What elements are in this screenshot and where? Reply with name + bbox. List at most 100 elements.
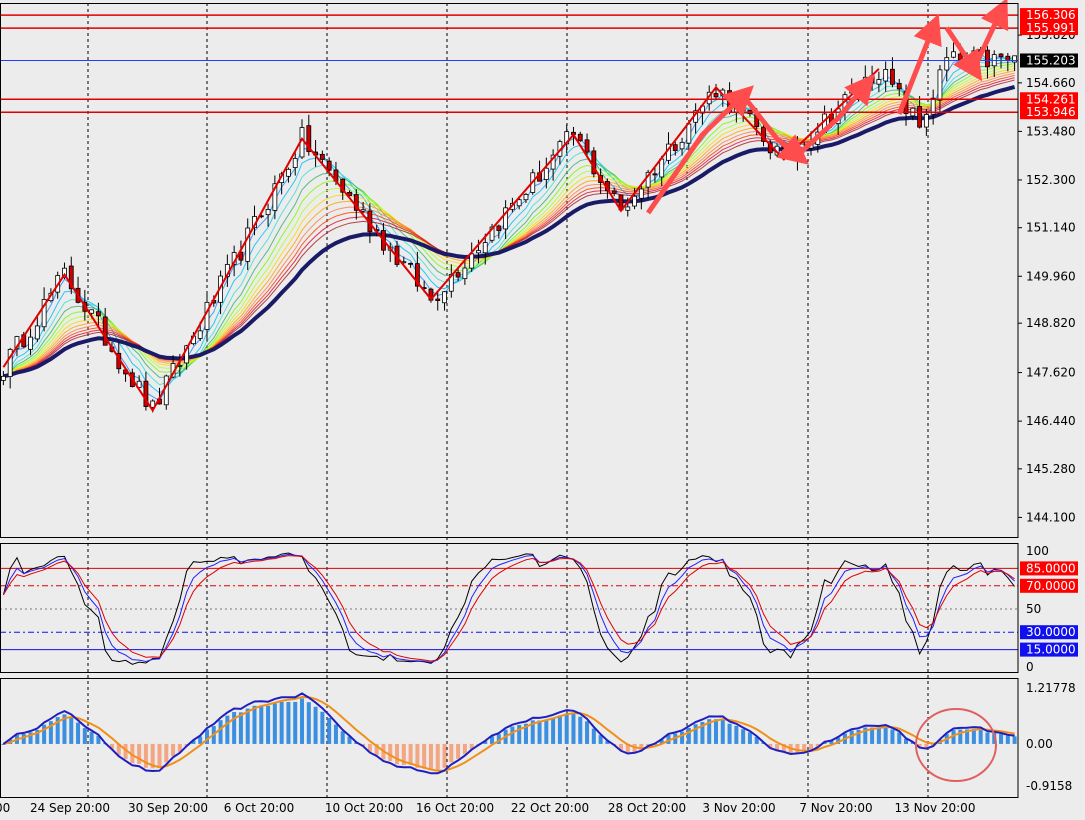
macd-histogram-bar [313,706,318,744]
time-axis-label: 3 Nov 20:00 [702,801,775,815]
candle-body [930,97,936,115]
macd-histogram-bar [666,734,671,744]
macd-histogram-bar [401,743,406,765]
candle-body [584,139,590,153]
price-tick-label: 146.440 [1026,414,1076,428]
candle-body [68,265,74,290]
candle-body [28,336,33,350]
osc-slow-line [2,555,1015,662]
macd-histogram-bar [1012,736,1017,744]
ribbon-ma-5 [9,65,1015,374]
candle-body [292,158,298,168]
macd-histogram-bar [917,743,922,748]
macd-histogram-bar [388,743,393,762]
macd-histogram-bar [883,726,888,744]
candle-body [272,183,278,211]
candle-body [1012,55,1018,63]
macd-histogram-bar [42,724,47,744]
macd-histogram-bar [48,721,53,744]
price-tick-label: 147.620 [1026,366,1076,380]
price-tick-label: 153.480 [1026,124,1076,138]
candle-body [482,242,488,254]
price-level-badge-2 [1020,53,1078,68]
price-level-label-3: 154.261 [1026,92,1076,106]
candle-body [516,199,522,207]
macd-histogram-bar [747,732,752,744]
macd-histogram-bar [266,705,271,744]
macd-histogram-bar [198,736,203,744]
macd-histogram-bar [1005,735,1010,744]
macd-histogram-bar [544,719,549,744]
macd-histogram-bar [537,720,542,744]
time-axis-label: 7 Nov 20:00 [799,801,872,815]
time-axis-label: 30 Sep 20:00 [128,801,208,815]
candle-body [713,93,719,98]
macd-histogram-bar [523,723,528,744]
candle-body [455,272,461,278]
macd-histogram-bar [713,719,718,744]
macd-histogram-bar [849,730,854,744]
macd-histogram-bar [340,731,345,744]
price-tick-label: 148.820 [1026,316,1076,330]
price-tick-label: 154.660 [1026,76,1076,90]
candle-body [414,263,420,287]
macd-signal-line [3,695,1015,772]
price-level-label-2: 155.203 [1026,53,1076,67]
macd-histogram-bar [238,712,243,744]
macd-histogram-bar [863,727,868,744]
macd-histogram-bar [985,732,990,744]
macd-histogram-bar [21,734,26,744]
time-axis-label: 22 Oct 20:00 [511,801,589,815]
macd-histogram-bar [35,729,40,744]
candle-body [96,311,101,317]
macd-histogram-bar [734,725,739,744]
macd-histogram-bar [551,717,556,744]
candle-body [659,158,665,178]
osc-level-badge-1 [1020,578,1078,593]
macd-histogram-bar [306,702,311,744]
macd-histogram-bar [517,724,522,744]
candle-body [1005,55,1011,62]
macd-histogram-bar [361,743,366,746]
candle-body [951,51,956,58]
macd-histogram-bar [422,743,427,769]
macd-histogram-bar [490,736,495,744]
macd-histogram-bar [164,743,169,763]
candle-body [197,330,203,339]
candle-body [163,375,169,406]
time-axis-label: 28 Oct 20:00 [608,801,686,815]
macd-histogram-bar [598,735,603,744]
macd-histogram-bar [367,743,372,752]
panel-frame-1 [0,543,1019,673]
time-axis-label: 00 [0,801,10,815]
macd-histogram-bar [191,740,196,744]
macd-tick-label: 0.00 [1026,737,1053,751]
candle-body [34,325,40,340]
macd-histogram-bar [157,743,162,769]
candle-body [265,209,271,216]
macd-histogram-bar [618,743,623,751]
projection-arrow-2 [795,73,875,158]
time-axis-label: 24 Sep 20:00 [30,801,110,815]
macd-histogram-bar [279,701,284,744]
macd-histogram-bar [781,743,786,752]
candle-body [408,262,413,265]
osc-level-label-0: 85.0000 [1026,561,1076,575]
macd-histogram-bar [659,739,664,744]
macd-histogram-bar [109,743,114,749]
macd-histogram-bar [557,715,562,744]
projection-arrow-4 [944,26,983,82]
macd-histogram-bar [347,736,352,744]
candle-body [503,207,509,230]
macd-histogram-bar [293,701,298,744]
macd-histogram-bar [232,712,237,744]
macd-histogram-bar [225,715,230,744]
macd-histogram-bar [876,727,881,744]
macd-histogram-bar [456,743,461,759]
projection-arrow-5 [971,0,1009,70]
price-tick-label: 152.300 [1026,173,1076,187]
price-level-label-0: 156.306 [1026,8,1076,22]
macd-tick-label: 1.21778 [1026,681,1076,695]
projection-arrow-1 [741,94,810,165]
